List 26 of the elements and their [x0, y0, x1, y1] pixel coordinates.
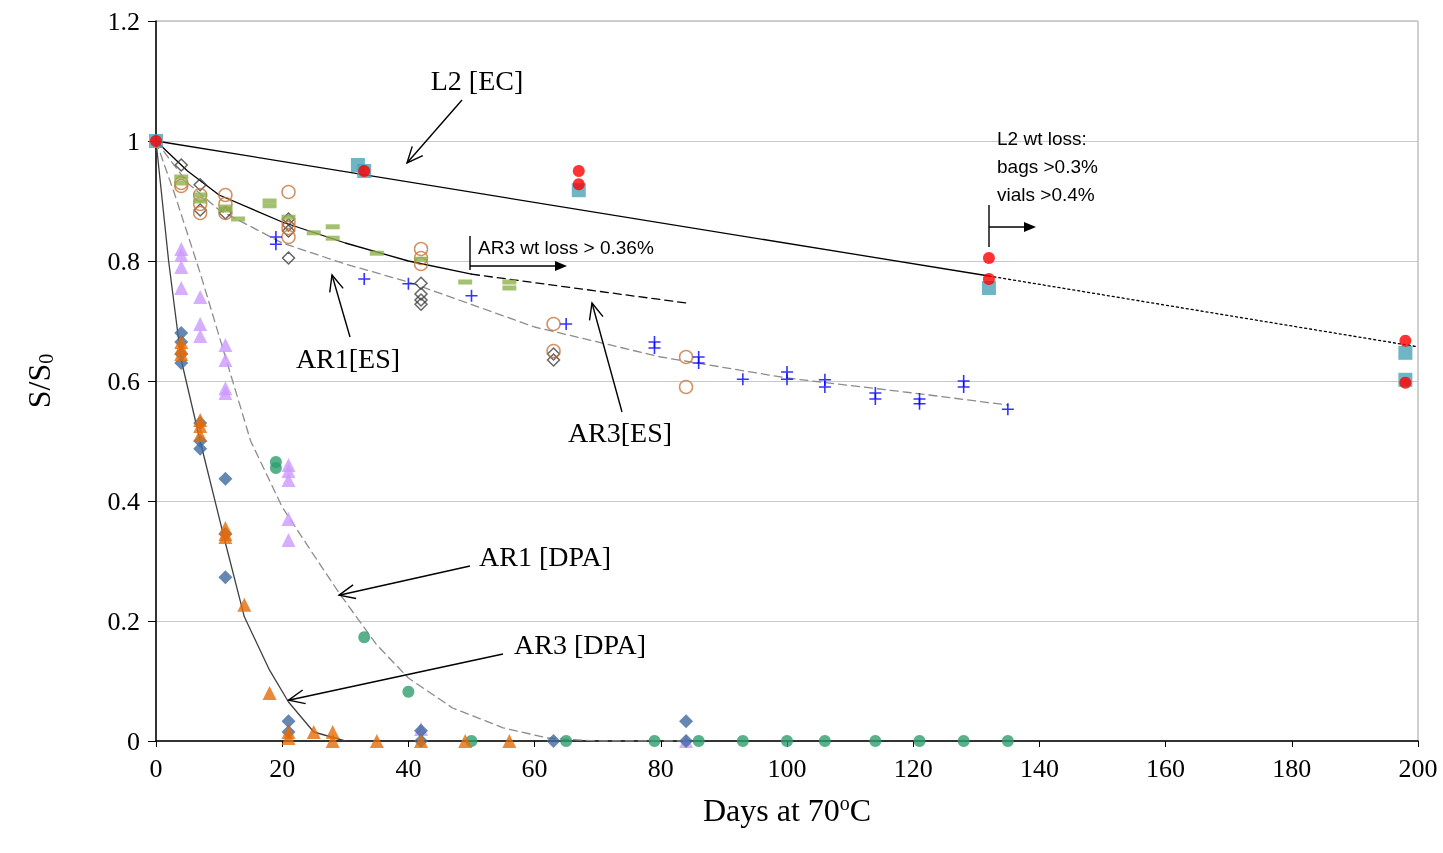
y-tick-label: 0.4 [107, 486, 140, 516]
y-tick-label: 0.6 [107, 366, 140, 396]
x-tick-label: 0 [149, 753, 163, 783]
y-tick-label: 0 [127, 726, 140, 756]
x-tick-label: 180 [1272, 753, 1312, 783]
annotation: L2 wt loss: bags >0.3% vials >0.4% [997, 127, 1098, 205]
x-tick-label: 140 [1019, 753, 1059, 783]
y-tick-label: 1 [127, 126, 140, 156]
annotation: AR3 wt loss > 0.36% [478, 236, 654, 258]
x-tick-label: 80 [647, 753, 674, 783]
annotation: AR3[ES] [567, 416, 673, 448]
x-tick-label: 40 [395, 753, 422, 783]
y-tick-label: 1.2 [107, 6, 140, 36]
x-tick-label: 100 [767, 753, 807, 783]
x-tick-label: 60 [521, 753, 548, 783]
y-tick-label: 0.8 [107, 246, 140, 276]
annotation: AR1 [DPA] [479, 540, 611, 572]
x-tick-label: 160 [1146, 753, 1186, 783]
x-tick-label: 120 [893, 753, 933, 783]
y-axis-title: S/S0 [21, 353, 57, 409]
annotation: AR1[ES] [295, 342, 401, 374]
annotation: L2 [EC] [430, 64, 524, 96]
x-tick-label: 20 [269, 753, 296, 783]
x-tick-label: 200 [1398, 753, 1438, 783]
y-tick-label: 0.2 [107, 606, 140, 636]
annotation: AR3 [DPA] [514, 628, 646, 660]
